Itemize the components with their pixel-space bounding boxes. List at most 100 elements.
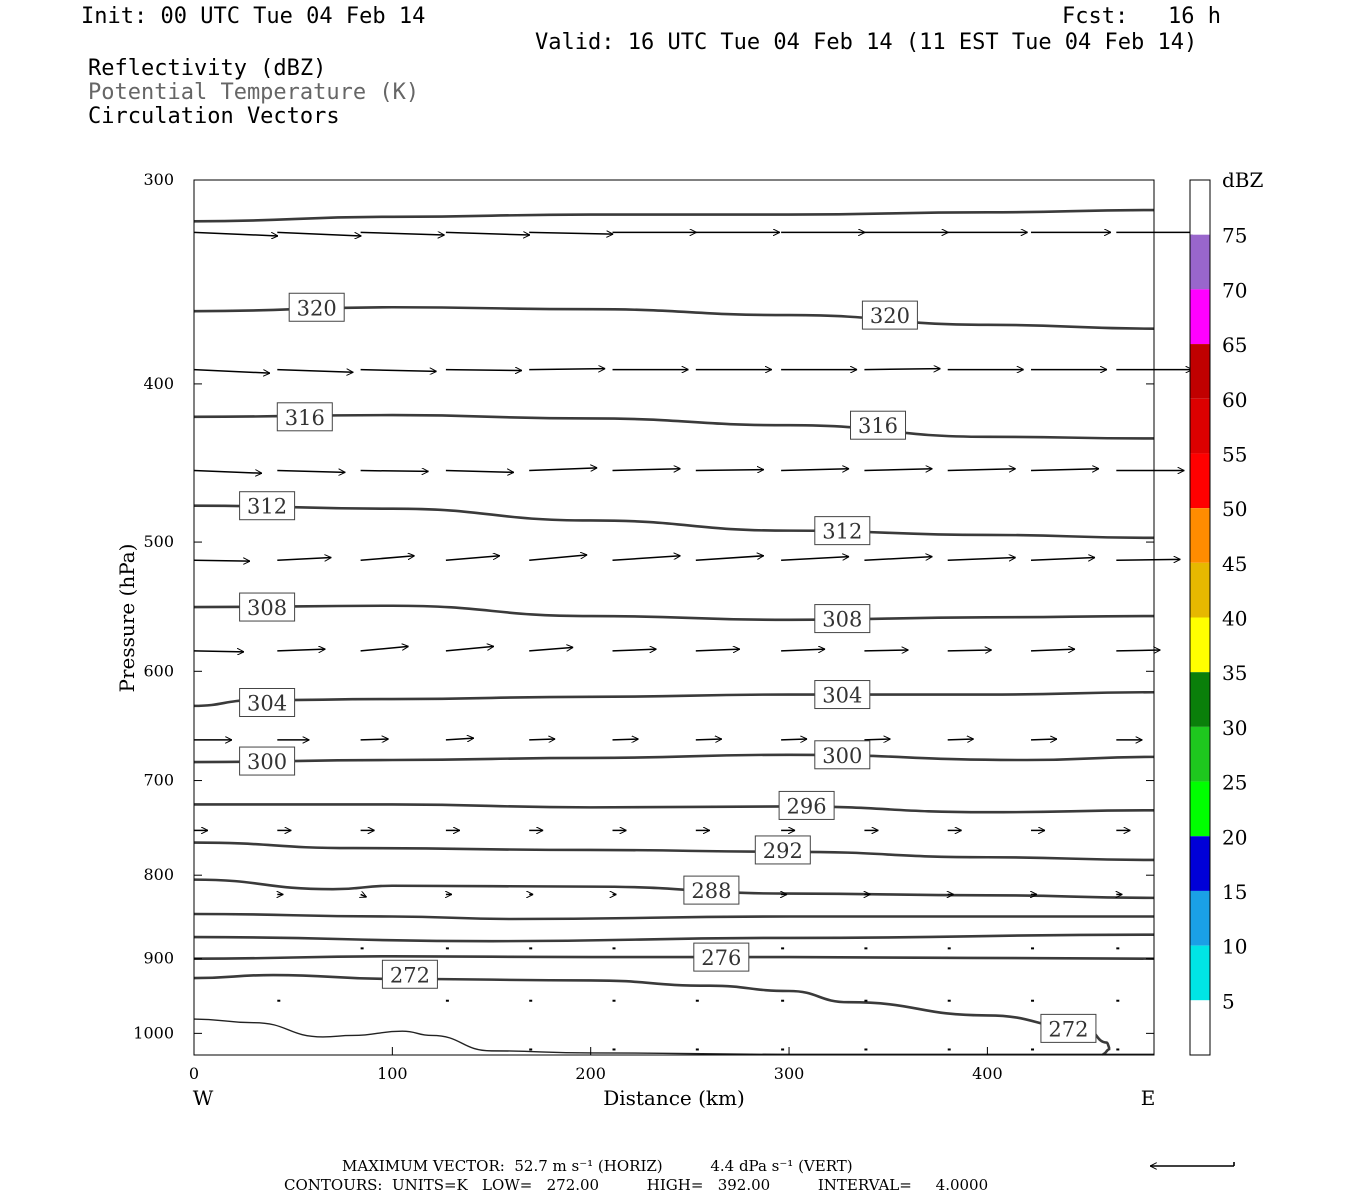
contour-label-box: [381, 959, 438, 989]
contour-label-300: 300: [247, 750, 287, 774]
contour-280: [193, 933, 1155, 943]
circulation-vectors: [193, 231, 1197, 1051]
contour-label-276: 276: [701, 946, 741, 970]
colorbar-swatch: [1190, 562, 1210, 618]
field-potential-temperature: Potential Temperature (K): [88, 80, 420, 105]
circulation-vector: [695, 739, 722, 740]
colorbar-swatch: [1190, 508, 1210, 563]
circulation-vector: [277, 471, 345, 473]
y-tick-label: 1000: [133, 1023, 174, 1042]
y-tick-label: 900: [143, 949, 174, 968]
contour-labels: 320 320 316 316 312 312 308 308 304 304 300 300 296 2…: [239, 292, 1097, 1043]
contour-288: [193, 878, 1155, 900]
east-label: E: [1141, 1086, 1156, 1110]
colorbar-label: 45: [1222, 552, 1247, 576]
colorbar-swatch: [1190, 726, 1210, 782]
circulation-vector: [277, 649, 325, 651]
contour-label-box: [814, 604, 871, 634]
circulation-vector: [781, 739, 807, 740]
x-tick-label: 0: [189, 1064, 199, 1083]
colorbar-label: 55: [1222, 442, 1247, 466]
circulation-vector: [445, 232, 530, 235]
circulation-vector: [781, 469, 849, 471]
circulation-vector: [1116, 559, 1180, 560]
circulation-vector: [612, 739, 639, 740]
terrain-line: [193, 1018, 1154, 1056]
circulation-vector: [695, 649, 740, 651]
colorbar-title: dBZ: [1222, 168, 1264, 192]
contour-label-292: 292: [763, 839, 803, 863]
contour-label-272: 272: [390, 963, 430, 987]
contour-300: [193, 753, 1155, 764]
circulation-vector: [529, 369, 605, 370]
circulation-vector: [947, 469, 1016, 471]
potential-temperature-contours: [193, 208, 1155, 1056]
circulation-vector: [864, 650, 908, 651]
contour-label-box: [814, 740, 871, 770]
circulation-vector: [612, 556, 681, 562]
circulation-vector: [529, 647, 573, 652]
colorbar-label: 35: [1222, 661, 1247, 685]
y-axis-label: Pressure (hPa): [115, 544, 139, 693]
contour-label-box: [683, 875, 740, 905]
contour-304: [193, 690, 1155, 708]
circulation-vector: [947, 739, 974, 740]
circulation-vector: [277, 558, 331, 561]
y-tick-label: 500: [143, 532, 174, 551]
colorbar-label: 40: [1222, 607, 1247, 631]
circulation-vector: [612, 469, 681, 471]
colorbar-swatch: [1190, 781, 1210, 837]
circulation-vector: [529, 468, 597, 471]
circulation-vector: [864, 469, 932, 471]
contour-292: [193, 841, 1155, 862]
contour-label-box: [288, 292, 345, 322]
contour-label-320: 320: [870, 304, 910, 328]
colorbar-swatch: [1190, 234, 1210, 290]
colorbar-swatch: [1190, 344, 1210, 399]
contour-316: [193, 413, 1155, 440]
contour-label-box: [754, 835, 811, 865]
contour-info: CONTOURS: UNITS=K LOW= 272.00 HIGH= 392.…: [284, 1176, 989, 1194]
contour-label-320: 320: [297, 296, 337, 320]
colorbar-swatch: [1190, 672, 1210, 727]
circulation-vector: [529, 232, 613, 234]
contour-276: [193, 955, 1155, 960]
circulation-vector: [445, 556, 500, 562]
contour-label-box: [693, 942, 750, 972]
contour-label-300: 300: [822, 744, 862, 768]
field-circulation-vectors: Circulation Vectors: [88, 104, 340, 129]
contour-label-box: [1040, 1013, 1097, 1043]
circulation-vector: [529, 555, 587, 562]
forecast-hour: Fcst: 16 h: [1062, 4, 1221, 29]
colorbar-swatch: [1190, 617, 1210, 673]
x-tick-label: 300: [774, 1064, 805, 1083]
contour-label-box: [850, 410, 907, 440]
colorbar-swatch: [1190, 836, 1210, 891]
colorbar-swatch: [1190, 1000, 1210, 1055]
circulation-vector: [360, 370, 437, 372]
reference-vector: [1150, 1162, 1235, 1166]
circulation-vector: [360, 556, 415, 562]
colorbar-label: 75: [1222, 224, 1247, 248]
contour-label-296: 296: [787, 794, 827, 818]
contour-284: [193, 912, 1154, 921]
colorbar-label: 20: [1222, 825, 1247, 849]
contour-label-316: 316: [285, 406, 325, 430]
plot-frame: [193, 179, 1155, 1056]
circulation-vector: [445, 738, 474, 740]
circulation-vector: [193, 560, 250, 561]
contour-label-box: [239, 491, 296, 521]
circulation-vector: [193, 231, 278, 236]
x-tick-label: 400: [972, 1064, 1003, 1083]
circulation-vector: [193, 471, 262, 474]
y-tick-label: 400: [143, 374, 174, 393]
circulation-vector: [612, 649, 657, 651]
contour-label-box: [861, 300, 918, 330]
contour-label-316: 316: [858, 414, 898, 438]
circulation-vector: [947, 650, 992, 651]
circulation-vector: [1030, 649, 1075, 651]
colorbar-label: 15: [1222, 880, 1247, 904]
contour-label-box: [814, 680, 871, 710]
contour-label-box: [814, 516, 871, 546]
